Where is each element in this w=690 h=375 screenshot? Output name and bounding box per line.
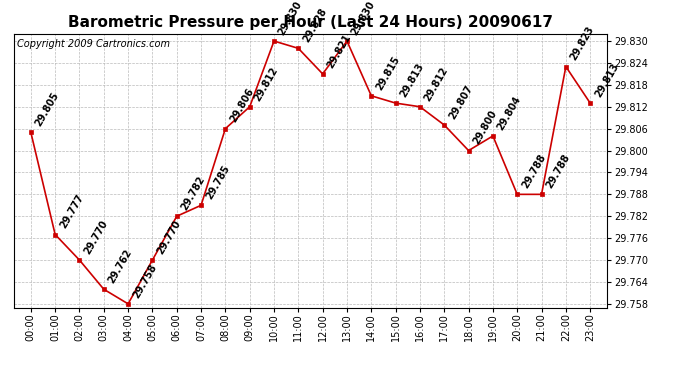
Text: 29.813: 29.813 [593,62,620,99]
Text: 29.770: 29.770 [155,218,183,256]
Text: Copyright 2009 Cartronics.com: Copyright 2009 Cartronics.com [17,39,170,49]
Text: 29.800: 29.800 [471,109,499,146]
Text: 29.805: 29.805 [34,90,61,128]
Text: 29.812: 29.812 [423,65,450,103]
Text: 29.788: 29.788 [520,153,548,190]
Text: 29.806: 29.806 [228,87,255,124]
Text: 29.815: 29.815 [374,54,402,92]
Text: 29.823: 29.823 [569,25,596,62]
Text: 29.770: 29.770 [82,218,110,256]
Text: 29.804: 29.804 [495,94,523,132]
Text: 29.807: 29.807 [447,83,475,121]
Text: 29.830: 29.830 [350,0,377,37]
Text: 29.785: 29.785 [204,164,231,201]
Text: 29.788: 29.788 [544,153,572,190]
Text: 29.828: 29.828 [301,6,328,44]
Title: Barometric Pressure per Hour (Last 24 Hours) 20090617: Barometric Pressure per Hour (Last 24 Ho… [68,15,553,30]
Text: 29.758: 29.758 [131,262,158,300]
Text: 29.777: 29.777 [58,193,86,230]
Text: 29.762: 29.762 [106,248,134,285]
Text: 29.821: 29.821 [326,32,353,70]
Text: 29.830: 29.830 [277,0,304,37]
Text: 29.812: 29.812 [253,65,280,103]
Text: 29.813: 29.813 [398,62,426,99]
Text: 29.782: 29.782 [179,174,207,212]
